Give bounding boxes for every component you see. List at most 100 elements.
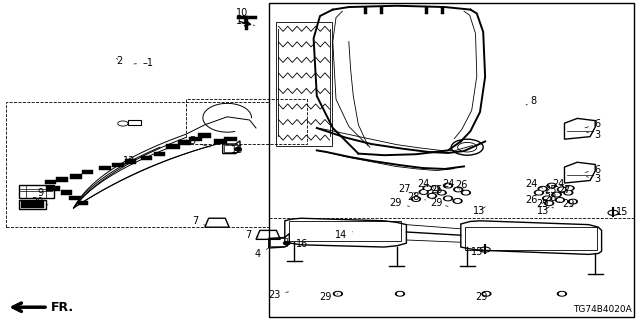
- Bar: [21, 201, 44, 208]
- Text: 26: 26: [456, 180, 468, 190]
- Bar: [270, 238, 287, 246]
- Text: 6: 6: [585, 165, 600, 175]
- Circle shape: [557, 199, 563, 201]
- Circle shape: [568, 199, 577, 204]
- Circle shape: [538, 187, 547, 191]
- Text: 13: 13: [537, 205, 549, 216]
- Bar: [198, 133, 211, 138]
- Text: 16: 16: [231, 145, 243, 156]
- Text: 29: 29: [431, 198, 448, 208]
- Text: 25: 25: [430, 185, 447, 196]
- Bar: [46, 186, 60, 191]
- Circle shape: [547, 202, 552, 204]
- Text: 29: 29: [537, 199, 554, 209]
- Text: 27: 27: [558, 185, 571, 196]
- Text: 10: 10: [236, 8, 248, 18]
- Circle shape: [235, 148, 241, 151]
- Text: 6: 6: [585, 119, 600, 129]
- Circle shape: [534, 190, 543, 195]
- Text: 29: 29: [319, 292, 338, 302]
- Circle shape: [549, 184, 554, 187]
- Bar: [99, 166, 111, 170]
- Circle shape: [444, 196, 452, 201]
- Circle shape: [421, 191, 426, 193]
- Bar: [56, 177, 68, 182]
- Circle shape: [333, 292, 342, 296]
- Text: 9: 9: [37, 188, 44, 198]
- Circle shape: [439, 191, 444, 194]
- Circle shape: [396, 292, 404, 296]
- Text: 27: 27: [398, 184, 416, 195]
- Bar: [178, 140, 191, 145]
- Circle shape: [419, 190, 428, 194]
- Bar: [269, 218, 634, 317]
- Text: 13: 13: [473, 205, 485, 216]
- Text: –1: –1: [134, 58, 153, 68]
- Circle shape: [484, 292, 489, 295]
- Bar: [214, 139, 227, 144]
- Circle shape: [455, 200, 460, 202]
- Text: 5: 5: [189, 136, 210, 147]
- Circle shape: [454, 187, 463, 192]
- Circle shape: [547, 183, 556, 188]
- Text: 14: 14: [335, 230, 353, 240]
- Circle shape: [565, 186, 574, 190]
- Circle shape: [570, 200, 575, 203]
- Text: 29: 29: [390, 198, 410, 208]
- Circle shape: [482, 292, 491, 296]
- Bar: [128, 120, 141, 125]
- Text: 29: 29: [476, 292, 488, 302]
- Circle shape: [566, 191, 571, 194]
- Text: 2: 2: [116, 56, 123, 67]
- Circle shape: [564, 190, 573, 195]
- Circle shape: [559, 292, 564, 295]
- Circle shape: [444, 183, 452, 188]
- Circle shape: [545, 201, 554, 205]
- Bar: [276, 22, 332, 146]
- Circle shape: [423, 186, 432, 190]
- Text: 7: 7: [192, 216, 206, 227]
- Text: 4: 4: [255, 249, 268, 260]
- Text: 25: 25: [544, 185, 560, 196]
- Bar: [186, 99, 307, 144]
- Bar: [289, 221, 401, 241]
- Circle shape: [428, 194, 436, 198]
- Bar: [70, 174, 82, 179]
- Circle shape: [567, 187, 572, 189]
- Text: 28: 28: [545, 193, 560, 203]
- Circle shape: [557, 187, 566, 192]
- Bar: [82, 170, 93, 174]
- Bar: [61, 190, 72, 195]
- Bar: [154, 152, 165, 156]
- Bar: [269, 3, 634, 317]
- Bar: [19, 185, 54, 198]
- Circle shape: [543, 196, 552, 201]
- Text: 12: 12: [124, 156, 143, 166]
- Circle shape: [545, 197, 550, 200]
- Text: 3: 3: [586, 130, 600, 140]
- Circle shape: [559, 188, 564, 191]
- Bar: [189, 137, 202, 141]
- Bar: [224, 145, 238, 152]
- Text: 24: 24: [418, 179, 434, 189]
- Circle shape: [433, 187, 438, 189]
- Text: TG74B4020A: TG74B4020A: [573, 305, 632, 314]
- Circle shape: [431, 186, 440, 190]
- Circle shape: [284, 242, 290, 245]
- Circle shape: [335, 292, 340, 295]
- Text: 24: 24: [525, 179, 543, 189]
- Text: 15: 15: [471, 247, 483, 257]
- Bar: [224, 137, 237, 141]
- Text: 16: 16: [288, 239, 308, 249]
- Text: 11: 11: [236, 16, 255, 26]
- Bar: [141, 156, 152, 160]
- Text: 28: 28: [407, 192, 426, 202]
- Bar: [45, 180, 56, 184]
- Bar: [6, 102, 269, 227]
- Circle shape: [552, 192, 561, 197]
- Text: 26: 26: [525, 195, 543, 205]
- Bar: [125, 159, 136, 164]
- Circle shape: [429, 195, 435, 197]
- Circle shape: [461, 190, 470, 195]
- Bar: [69, 196, 81, 200]
